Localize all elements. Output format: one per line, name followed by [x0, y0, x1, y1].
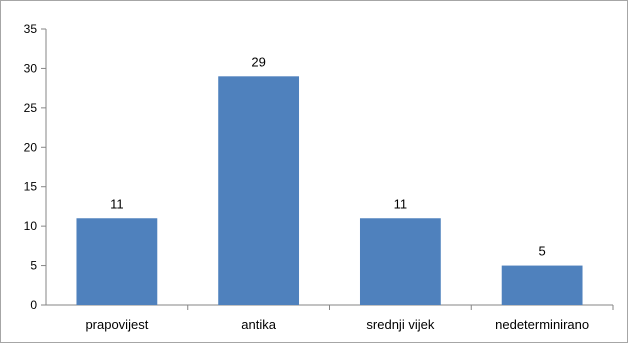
y-tick-label: 15	[24, 180, 38, 194]
y-tick-label: 25	[24, 101, 38, 115]
data-label: 5	[539, 244, 546, 259]
bar	[76, 218, 158, 305]
category-label: antika	[241, 317, 276, 332]
y-tick-label: 30	[24, 61, 38, 75]
bar	[501, 265, 583, 305]
y-tick-label: 10	[24, 219, 38, 233]
category-labels: prapovijest antika srednji vijek nedetermin…	[85, 317, 589, 332]
data-label: 29	[251, 54, 265, 69]
bars	[76, 76, 583, 305]
y-tick-label: 5	[30, 259, 37, 273]
category-label: srednji vijek	[366, 317, 434, 332]
data-label: 11	[110, 196, 124, 211]
bar	[359, 218, 441, 305]
y-tick-label: 35	[24, 22, 38, 36]
data-label: 11	[394, 196, 408, 211]
y-axis-ticks: 0 5 10 15 20 25 30 35	[24, 22, 46, 312]
y-tick-label: 0	[30, 298, 37, 312]
category-label: prapovijest	[85, 317, 148, 332]
data-labels: 11 29 11 5	[110, 54, 546, 258]
category-label: nedeterminirano	[495, 317, 589, 332]
bar	[218, 76, 300, 305]
y-tick-label: 20	[24, 140, 38, 154]
